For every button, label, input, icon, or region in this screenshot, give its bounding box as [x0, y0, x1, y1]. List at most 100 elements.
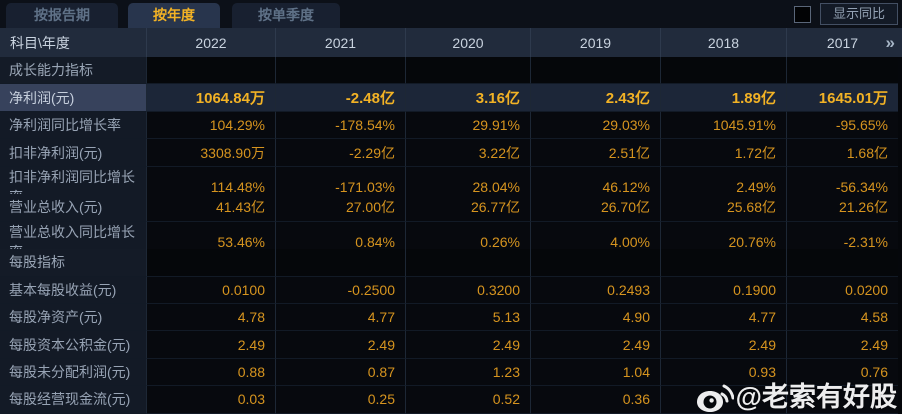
table-row[interactable]: 每股经营现金流(元) 0.03 0.25 0.52 0.36: [0, 386, 902, 414]
table-row[interactable]: 基本每股收益(元) 0.0100 -0.2500 0.3200 0.2493 0.1900…: [0, 276, 902, 304]
value-cell: 0.76: [787, 358, 898, 387]
table-row[interactable]: 每股净资产(元) 4.78 4.77 5.13 4.90 4.77 4.58: [0, 303, 902, 332]
section-row: 每股指标: [0, 249, 902, 277]
value-cell: 0.0200: [787, 276, 898, 304]
value-cell: 1.23: [406, 358, 531, 387]
year-header-2019[interactable]: 2019: [531, 28, 661, 57]
value-cell: 3308.90万: [147, 139, 276, 167]
value-cell: [787, 249, 898, 277]
table-row[interactable]: 每股资本公积金(元) 2.49 2.49 2.49 2.49 2.49 2.49: [0, 331, 902, 359]
row-label: 营业总收入(元): [0, 194, 147, 222]
value-cell: 1064.84万: [147, 84, 276, 112]
value-cell: 1645.01万: [787, 84, 898, 112]
row-label: 扣非净利润(元): [0, 139, 147, 167]
value-cell: 0.25: [276, 386, 406, 414]
table-body: 成长能力指标 净利润(元) 1064.84万 -2.48亿 3.16亿 2.43亿 1.89…: [0, 57, 902, 414]
row-label: 基本每股收益(元): [0, 276, 147, 304]
value-cell: 4.58: [787, 303, 898, 332]
value-cell: -95.65%: [787, 111, 898, 140]
value-cell: [406, 57, 531, 85]
value-cell: [531, 57, 661, 85]
value-cell: 4.77: [661, 303, 787, 332]
year-header-2017[interactable]: 2017 »: [787, 28, 898, 57]
value-cell: 0.88: [147, 358, 276, 387]
value-cell: 1045.91%: [661, 111, 787, 140]
year-header-2021[interactable]: 2021: [276, 28, 406, 57]
row-label: 净利润同比增长率: [0, 111, 147, 140]
value-cell: 5.13: [406, 303, 531, 332]
value-cell: 2.49: [661, 331, 787, 359]
value-cell: 0.93: [661, 358, 787, 387]
value-cell: 25.68亿: [661, 194, 787, 222]
show-yoy-checkbox[interactable]: [793, 5, 811, 23]
value-cell: [276, 249, 406, 277]
value-cell: 4.78: [147, 303, 276, 332]
value-cell: 1.72亿: [661, 139, 787, 167]
value-cell: 0.36: [531, 386, 661, 414]
value-cell: [787, 57, 898, 85]
value-cell: 29.03%: [531, 111, 661, 140]
year-header-2022[interactable]: 2022: [147, 28, 276, 57]
row-label: 每股资本公积金(元): [0, 331, 147, 359]
value-cell: 104.29%: [147, 111, 276, 140]
value-cell: 26.77亿: [406, 194, 531, 222]
table-row[interactable]: 扣非净利润(元) 3308.90万 -2.29亿 3.22亿 2.51亿 1.72亿 1.6…: [0, 139, 902, 167]
row-label: 每股净资产(元): [0, 303, 147, 332]
value-cell: [661, 57, 787, 85]
value-cell: [406, 249, 531, 277]
value-cell: 2.43亿: [531, 84, 661, 112]
value-cell: 0.3200: [406, 276, 531, 304]
table-row[interactable]: 营业总收入(元) 41.43亿 27.00亿 26.77亿 26.70亿 25.68亿 21…: [0, 194, 902, 222]
value-cell: 2.49: [276, 331, 406, 359]
value-cell: -2.48亿: [276, 84, 406, 112]
value-cell: 27.00亿: [276, 194, 406, 222]
more-years-icon[interactable]: »: [885, 32, 896, 52]
value-cell: 0.52: [406, 386, 531, 414]
row-label: 每股经营现金流(元): [0, 386, 147, 414]
table-row[interactable]: 净利润同比增长率 104.29% -178.54% 29.91% 29.03% 1045.…: [0, 111, 902, 140]
value-cell: -2.29亿: [276, 139, 406, 167]
value-cell: 2.49: [787, 331, 898, 359]
tab-report-period[interactable]: 按报告期: [6, 3, 118, 28]
value-cell: 4.90: [531, 303, 661, 332]
value-cell: 21.26亿: [787, 194, 898, 222]
table-row[interactable]: 扣非净利润同比增长率114.48%-171.03%28.04%46.12%2.4…: [0, 166, 902, 208]
value-cell: 29.91%: [406, 111, 531, 140]
section-row: 成长能力指标: [0, 57, 902, 85]
tab-bar: 按报告期 按年度 按单季度 显示同比: [0, 0, 902, 28]
value-cell: 0.03: [147, 386, 276, 414]
table-row[interactable]: 营业总收入同比增长率53.46%0.84%0.26%4.00%20.76%-2.…: [0, 221, 902, 263]
value-cell: 3.22亿: [406, 139, 531, 167]
value-cell: 1.89亿: [661, 84, 787, 112]
value-cell: 1.04: [531, 358, 661, 387]
tab-annual[interactable]: 按年度: [128, 3, 220, 28]
value-cell: 26.70亿: [531, 194, 661, 222]
value-cell: 0.1900: [661, 276, 787, 304]
show-yoy-button[interactable]: 显示同比: [819, 3, 898, 25]
value-cell: 4.77: [276, 303, 406, 332]
table-row[interactable]: 每股未分配利润(元) 0.88 0.87 1.23 1.04 0.93 0.76: [0, 358, 902, 387]
value-cell: 0.87: [276, 358, 406, 387]
value-cell: [661, 249, 787, 277]
value-cell: 3.16亿: [406, 84, 531, 112]
value-cell: -178.54%: [276, 111, 406, 140]
value-cell: 0.0100: [147, 276, 276, 304]
value-cell: 2.49: [531, 331, 661, 359]
value-cell: 41.43亿: [147, 194, 276, 222]
value-cell: 2.49: [406, 331, 531, 359]
year-header-2018[interactable]: 2018: [661, 28, 787, 57]
value-cell: [531, 249, 661, 277]
value-cell: 0.2493: [531, 276, 661, 304]
tab-quarterly[interactable]: 按单季度: [232, 3, 340, 28]
value-cell: [661, 386, 787, 414]
value-cell: 2.51亿: [531, 139, 661, 167]
row-label: 每股未分配利润(元): [0, 358, 147, 387]
value-cell: 2.49: [147, 331, 276, 359]
value-cell: 1.68亿: [787, 139, 898, 167]
year-header-2020[interactable]: 2020: [406, 28, 531, 57]
row-label: 每股指标: [0, 249, 147, 277]
year-header-2017-label: 2017: [826, 34, 859, 51]
table-row[interactable]: 净利润(元) 1064.84万 -2.48亿 3.16亿 2.43亿 1.89亿 1645.…: [0, 84, 902, 112]
row-label: 成长能力指标: [0, 57, 147, 85]
